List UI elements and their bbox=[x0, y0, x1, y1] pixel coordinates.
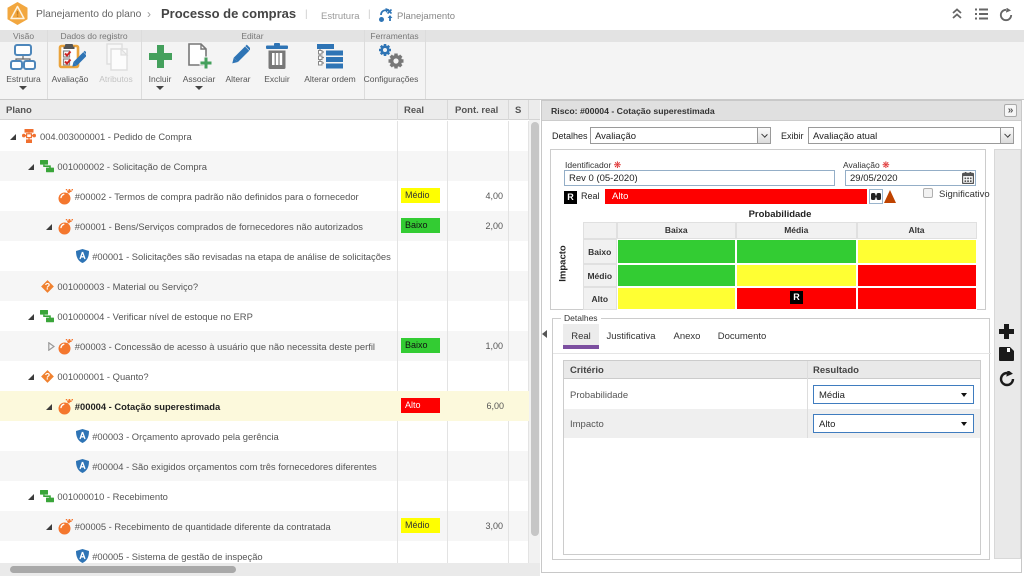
svg-text:?: ? bbox=[45, 282, 51, 292]
svg-text:?: ? bbox=[45, 372, 51, 382]
